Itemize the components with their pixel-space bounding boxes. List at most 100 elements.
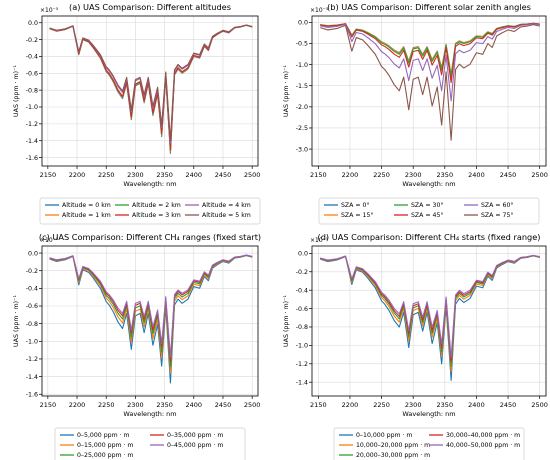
y-tick-label: -1.2 [26,356,38,363]
series-line-1 [320,255,540,381]
grid [42,246,258,396]
legend-label: 0–45,000 ppm · m [167,442,223,449]
series-line-5 [49,254,253,358]
x-tick-label: 2350 [437,401,454,409]
y-tick-label: -0.6 [26,71,38,78]
series-line-1 [49,255,253,384]
x-axis-label: Wavelength: nm [402,180,455,188]
series-lines [49,254,253,384]
series-line-1 [49,24,253,154]
legend-label: 0–10,000 ppm · m [356,432,412,439]
x-tick-label: 2250 [373,401,390,409]
legend-label: SZA = 75° [481,211,513,219]
y-tick-label: -0.6 [296,306,308,313]
y-tick-label: -0.6 [26,303,38,310]
x-tick-label: 2500 [244,171,261,179]
chart-panel-2: (b) UAS Comparison: Different solar zeni… [283,2,548,225]
series-line-5 [320,254,540,359]
y-tick-label: -0.8 [26,321,38,328]
series-lines [49,24,253,154]
y-tick-label: 0.0 [28,250,38,257]
x-tick-label: 2400 [186,171,203,179]
y-tick-label: -0.4 [26,286,38,293]
y-tick-label: -0.8 [26,87,38,94]
y-tick-label: -1.0 [296,343,308,350]
legend-label: Altitude = 1 km [62,212,111,219]
series-line-4 [49,254,253,362]
legend-label: SZA = 15° [341,211,373,219]
y-tick-label: -0.2 [26,37,38,44]
series-line-5 [49,24,253,144]
x-tick-label: 2450 [215,171,232,179]
series-line-4 [49,24,253,150]
y-axis-multiplier: ×10⁻⁵ [40,7,59,14]
legend: SZA = 0° SZA = 15° SZA = 30° SZA = 45° SZA =… [318,197,540,225]
chart-panel-3: (c) UAS Comparison: Different CH₄ ranges… [13,232,261,460]
legend-label: SZA = 60° [481,201,513,209]
y-tick-label: 0.0 [298,251,308,258]
y-tick-label: -3.0 [296,146,308,153]
x-tick-label: 2350 [437,171,454,179]
x-tick-label: 2200 [69,171,86,179]
legend-label: Altitude = 3 km [132,212,181,219]
y-tick-label: -1.0 [296,62,308,69]
x-tick-label: 2400 [468,401,485,409]
x-tick-label: 2200 [342,171,359,179]
x-tick-label: 2450 [500,171,517,179]
x-tick-label: 2250 [98,401,115,409]
x-tick-label: 2250 [373,171,390,179]
legend-label: SZA = 45° [411,211,443,219]
series-line-4 [320,22,540,84]
x-tick-label: 2500 [244,401,261,409]
plot-frame [41,245,259,397]
x-tick-label: 2200 [69,401,86,409]
y-tick-label: -1.0 [26,104,38,111]
chart-panel-1: (a) UAS Comparison: Different altitudes ×… [13,2,261,225]
y-tick-label: -1.2 [26,121,38,128]
x-axis-label: Wavelength: nm [123,180,176,188]
y-axis-label: UAS (ppm · m)⁻¹ [13,65,20,117]
legend-label: 10,000–20,000 ppm · m [356,442,430,449]
legend-label: Altitude = 2 km [132,202,181,209]
y-tick-label: -1.6 [26,391,38,398]
y-axis-label: UAS (ppm · m)⁻¹ [283,65,290,117]
x-tick-label: 2450 [215,401,232,409]
legend-label: 30,000–40,000 ppm · m [446,432,520,439]
x-tick-label: 2500 [531,171,548,179]
y-axis-multiplier: ×10⁻⁵ [40,237,59,244]
legend-label: 0–25,000 ppm · m [77,452,133,459]
y-tick-label: -0.8 [296,324,308,331]
plot-frame [311,245,547,397]
series-line-6 [320,24,540,141]
chart-panel-4: (d) UAS Comparison: Different CH₄ starts… [283,232,548,460]
y-tick-label: -1.4 [296,379,308,386]
legend-label: Altitude = 5 km [202,212,251,219]
y-axis-multiplier: ×10⁻⁵ [310,237,329,244]
legend-box [333,427,525,460]
legend-label: 40,000–50,000 ppm · m [446,442,520,449]
legend-label: Altitude = 4 km [202,202,251,209]
chart-title: (b) UAS Comparison: Different solar zeni… [327,2,531,12]
y-tick-label: -0.2 [296,269,308,276]
y-tick-label: -2.5 [296,125,308,132]
y-tick-label: -0.5 [296,41,308,48]
series-line-3 [49,254,253,368]
legend: 0–10,000 ppm · m 10,000–20,000 ppm · m 20,… [333,427,525,460]
y-tick-label: -1.2 [296,361,308,368]
x-axis-label: Wavelength: nm [402,410,455,418]
x-tick-label: 2250 [98,171,115,179]
x-tick-label: 2150 [40,171,57,179]
legend-label: SZA = 30° [411,201,443,209]
chart-title: (d) UAS Comparison: Different CH₄ starts… [318,232,541,242]
legend: Altitude = 0 km Altitude = 1 km Altitude =… [39,197,261,225]
x-tick-label: 2300 [405,401,422,409]
x-tick-label: 2450 [500,401,517,409]
x-tick-label: 2150 [40,401,57,409]
x-tick-label: 2400 [468,171,485,179]
x-tick-label: 2350 [156,171,173,179]
y-tick-label: -0.2 [26,268,38,275]
y-tick-label: -2.0 [296,104,308,111]
x-tick-label: 2300 [127,171,144,179]
x-tick-label: 2150 [310,171,327,179]
legend-label: 0–15,000 ppm · m [77,442,133,449]
